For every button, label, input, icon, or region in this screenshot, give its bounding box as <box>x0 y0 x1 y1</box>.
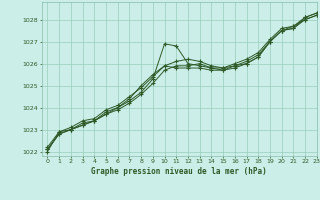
X-axis label: Graphe pression niveau de la mer (hPa): Graphe pression niveau de la mer (hPa) <box>91 167 267 176</box>
